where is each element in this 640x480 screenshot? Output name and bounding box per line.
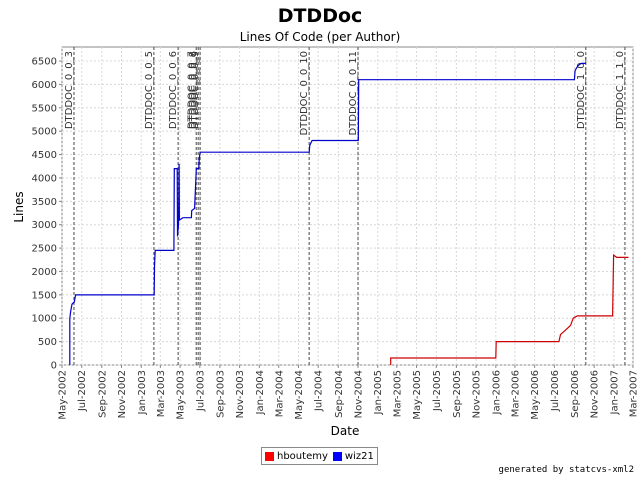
x-tick-label: Mar-2006: [510, 370, 521, 417]
legend-item-wiz21: wiz21: [332, 450, 374, 462]
y-tick-label: 3000: [32, 220, 57, 231]
x-tick-label: May-2006: [530, 370, 541, 420]
x-tick-label: Jan-2007: [609, 370, 620, 415]
x-tick-label: Mar-2007: [629, 370, 640, 417]
x-tick-label: Jul-2006: [550, 370, 561, 412]
x-tick-label: Sep-2003: [215, 370, 226, 418]
x-tick-label: Nov-2005: [472, 370, 483, 418]
chart-subtitle: Lines Of Code (per Author): [240, 30, 401, 44]
y-tick-label: 2500: [32, 244, 57, 255]
release-marker-label: DTDDOC_0_0_10: [299, 51, 310, 136]
y-tick-label: 4000: [32, 173, 57, 184]
x-tick-label: Nov-2002: [117, 370, 128, 418]
x-tick-label: Nov-2004: [354, 370, 365, 418]
y-axis-label: Lines: [12, 191, 26, 222]
y-tick-label: 4500: [32, 150, 57, 161]
x-tick-label: Jan-2005: [373, 370, 384, 415]
plot-area: DTDDOC_0_0_3 DTDDOC_0_0_5 DTDDOC_0_0_6 DTDD…: [61, 46, 634, 366]
series-lines: [69, 62, 629, 365]
x-tick-label: Jan-2004: [255, 370, 266, 415]
release-marker-label: DTDDOC_0_0_5: [144, 51, 155, 129]
x-tick-label: May-2003: [176, 370, 187, 420]
release-marker-label: DTDDOC_0_0_8: [188, 51, 199, 129]
x-tick-label: Mar-2003: [156, 370, 167, 417]
x-tick-label: Jan-2006: [491, 370, 502, 415]
x-tick-label: Sep-2004: [334, 370, 345, 418]
x-tick-label: Sep-2002: [97, 370, 108, 418]
release-marker-label: DTDDOC_0_0_11: [348, 51, 359, 136]
x-tick-label: Jul-2003: [195, 370, 206, 412]
x-tick-label: Mar-2004: [274, 370, 285, 417]
release-markers: DTDDOC_0_0_3 DTDDOC_0_0_5 DTDDOC_0_0_6 DTDD…: [64, 47, 626, 365]
y-tick-label: 3500: [32, 197, 57, 208]
chart-title: DTDDoc: [278, 5, 363, 27]
x-tick-label: Sep-2006: [570, 370, 581, 418]
y-axis-ticks: 0 500 1000 1500 2000 2500 3000 3500 4000 4500 5000…: [32, 57, 62, 372]
legend: hboutemy wiz21: [261, 447, 378, 465]
y-tick-label: 6500: [32, 57, 57, 68]
y-tick-label: 0: [51, 361, 57, 372]
series-line-hboutemy: [390, 253, 629, 365]
y-tick-label: 6000: [32, 80, 57, 91]
x-tick-label: Jul-2005: [432, 370, 443, 412]
release-marker-label: DTDDOC_1_1_0: [615, 51, 626, 129]
x-tick-label: Nov-2003: [235, 370, 246, 418]
series-line-wiz21: [69, 62, 586, 365]
release-marker-label: DTDDOC_0_0_6: [168, 51, 179, 129]
x-tick-label: May-2002: [58, 370, 69, 420]
y-tick-label: 1000: [32, 314, 57, 325]
x-tick-label: May-2005: [412, 370, 423, 420]
x-axis-ticks: May-2002 Jul-2002 Sep-2002 Nov-2002 Jan-2003…: [58, 365, 640, 420]
y-tick-label: 500: [38, 337, 57, 348]
release-marker-label: DTDDOC_0_0_9: [190, 51, 201, 129]
x-tick-label: Sep-2005: [452, 370, 463, 418]
release-marker-label: DTDDOC_1_0_0: [576, 51, 587, 129]
legend-swatch-wiz21: [332, 451, 342, 461]
legend-item-hboutemy: hboutemy: [265, 451, 328, 462]
x-tick-label: Jan-2003: [137, 370, 148, 415]
plot-background: [61, 46, 634, 366]
x-tick-label: Jul-2002: [77, 370, 88, 412]
legend-label-wiz21: wiz21: [344, 450, 374, 462]
y-tick-label: 5500: [32, 103, 57, 114]
y-tick-label: 2000: [32, 267, 57, 278]
y-tick-label: 5000: [32, 127, 57, 138]
footer-credit: generated by statcvs-xml2: [498, 465, 634, 475]
release-marker-label: DTDDOC_0_0_7: [186, 51, 197, 129]
x-tick-label: Nov-2006: [590, 370, 601, 418]
release-marker-label: DTDDOC_0_0_3: [64, 51, 75, 129]
x-tick-label: Mar-2005: [392, 370, 403, 417]
legend-swatch-hboutemy: [265, 451, 274, 461]
y-tick-label: 1500: [32, 290, 57, 301]
x-tick-label: May-2004: [294, 370, 305, 420]
x-axis-label: Date: [331, 424, 360, 438]
legend-label-hboutemy: hboutemy: [277, 450, 328, 462]
x-tick-label: Jul-2004: [314, 370, 325, 412]
